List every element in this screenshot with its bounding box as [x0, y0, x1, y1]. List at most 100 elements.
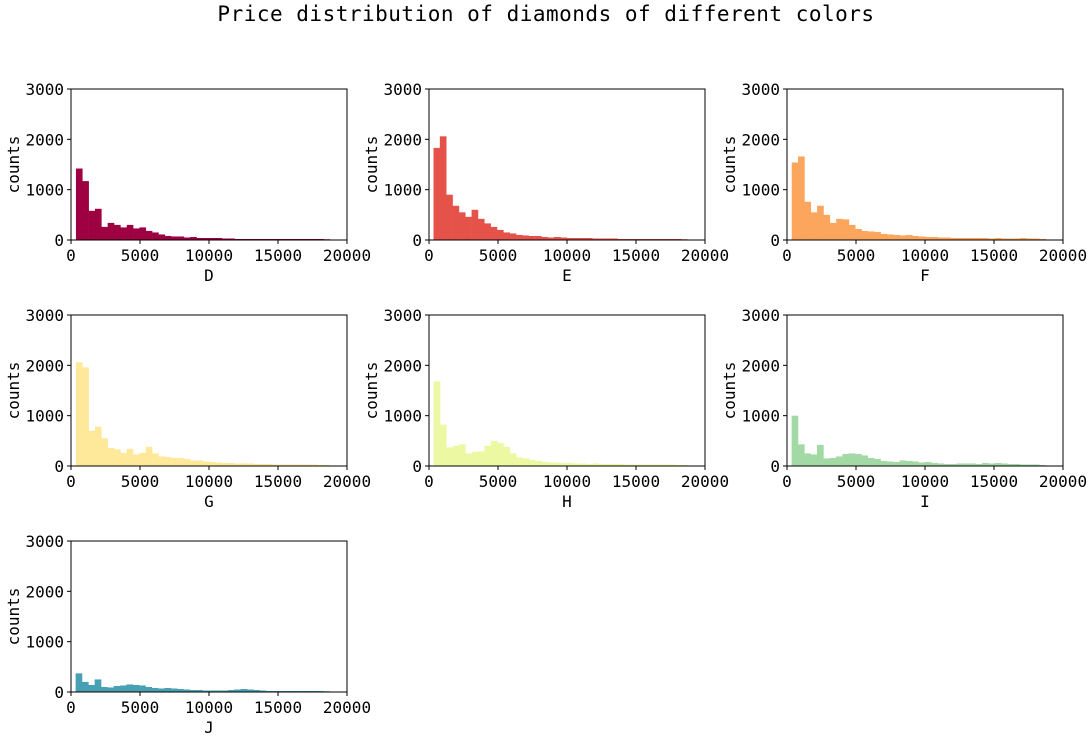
histogram-bar — [285, 464, 293, 466]
histogram-bar — [304, 464, 312, 466]
histogram-bar — [547, 237, 555, 240]
y-tick-label: 0 — [412, 231, 422, 250]
y-tick-label: 3000 — [25, 306, 64, 325]
histogram-bar — [266, 463, 273, 466]
histogram-bar — [458, 212, 466, 240]
histogram-bar — [88, 210, 96, 240]
histogram-bar — [132, 684, 140, 692]
histogram-bar — [113, 449, 121, 466]
histogram-bar — [433, 147, 441, 240]
histogram-bar — [969, 237, 977, 240]
histogram-bar — [598, 238, 606, 240]
x-tick-label: 15000 — [254, 698, 302, 717]
histogram-bar — [101, 226, 108, 240]
x-tick-label: 0 — [424, 472, 434, 491]
y-tick-label: 0 — [770, 231, 780, 250]
histogram-bar — [253, 689, 261, 692]
histogram-bar — [440, 424, 447, 466]
histogram-bar — [674, 464, 682, 466]
y-axis-label: counts — [4, 362, 23, 420]
histogram-bar — [668, 238, 676, 240]
histogram-bar — [880, 460, 888, 466]
histogram-bar — [234, 238, 242, 240]
histogram-bar — [465, 453, 473, 466]
histogram-bar — [836, 218, 843, 240]
histogram-bar — [152, 453, 159, 466]
histogram-bar — [260, 238, 267, 240]
y-tick-label: 3000 — [741, 306, 780, 325]
histogram-bar — [304, 690, 311, 692]
y-tick-label: 2000 — [383, 130, 422, 149]
histogram-bar — [133, 228, 140, 240]
histogram-bar — [931, 462, 938, 466]
histogram-bar — [1020, 464, 1027, 466]
histogram-bar — [1039, 238, 1046, 240]
histogram-bar — [215, 690, 222, 692]
x-tick-label: 20000 — [323, 472, 371, 491]
histogram-bar — [636, 238, 644, 240]
histogram-bar — [164, 456, 172, 466]
histogram-bar — [291, 238, 299, 240]
x-tick-label: 0 — [782, 246, 792, 265]
histogram-bar — [988, 238, 996, 240]
histogram-bar — [272, 690, 280, 692]
y-axis-label: counts — [720, 136, 739, 194]
histogram-bar — [139, 452, 147, 466]
histogram-bar — [861, 455, 869, 466]
histogram-bar — [836, 456, 843, 466]
axes-frame — [786, 314, 1064, 467]
histogram-bar — [899, 460, 907, 466]
histogram-bar — [943, 463, 951, 466]
histogram-bar — [459, 444, 466, 466]
x-tick-label: 10000 — [901, 246, 949, 265]
x-tick-label: 20000 — [1039, 246, 1087, 265]
histogram-bar — [950, 237, 958, 240]
histogram-bar — [221, 690, 229, 692]
y-tick-label: 0 — [54, 457, 64, 476]
histogram-bar — [247, 689, 254, 692]
x-tick-label: 15000 — [612, 246, 660, 265]
histogram-bar — [298, 238, 305, 240]
histogram-bar — [240, 688, 248, 692]
y-tick-label: 0 — [54, 231, 64, 250]
histogram-bar — [189, 689, 197, 692]
histogram-bar — [617, 238, 625, 240]
y-axis-label: counts — [720, 362, 739, 420]
histogram-bar — [1032, 238, 1040, 240]
histogram-bar — [497, 442, 504, 466]
histogram-bar — [228, 462, 235, 466]
histogram-bar — [1020, 237, 1027, 240]
histogram-bar — [937, 463, 945, 466]
y-tick-label: 0 — [412, 457, 422, 476]
histogram-bar — [681, 464, 688, 466]
histogram-bar — [912, 461, 919, 466]
histogram-bar — [791, 162, 799, 240]
histogram-bar — [585, 237, 593, 240]
histogram-bar — [516, 457, 523, 466]
histogram-bar — [535, 235, 542, 240]
histogram-bar — [272, 464, 280, 466]
x-tick-label: 0 — [66, 472, 76, 491]
histogram-bar — [649, 238, 656, 240]
histogram-bar — [516, 234, 523, 240]
histogram-bar — [662, 464, 669, 466]
histogram-bar — [208, 690, 216, 692]
axes-frame — [70, 314, 348, 467]
histogram-bar — [291, 690, 299, 692]
x-tick-label: 15000 — [612, 472, 660, 491]
histogram-bar — [126, 684, 134, 692]
histogram-bar — [874, 458, 881, 466]
histogram-bar — [579, 463, 587, 466]
histogram-bar — [573, 463, 580, 466]
histogram-bar — [164, 687, 172, 692]
histogram-bar — [861, 230, 869, 240]
histogram-bar — [867, 231, 875, 240]
histogram-bar — [190, 460, 197, 466]
histogram-bar — [171, 236, 178, 240]
histogram-bar — [931, 236, 939, 240]
histogram-bar — [433, 381, 441, 466]
y-tick-label: 3000 — [383, 80, 422, 99]
histogram-bar — [975, 237, 983, 240]
histogram-bar — [956, 463, 964, 466]
